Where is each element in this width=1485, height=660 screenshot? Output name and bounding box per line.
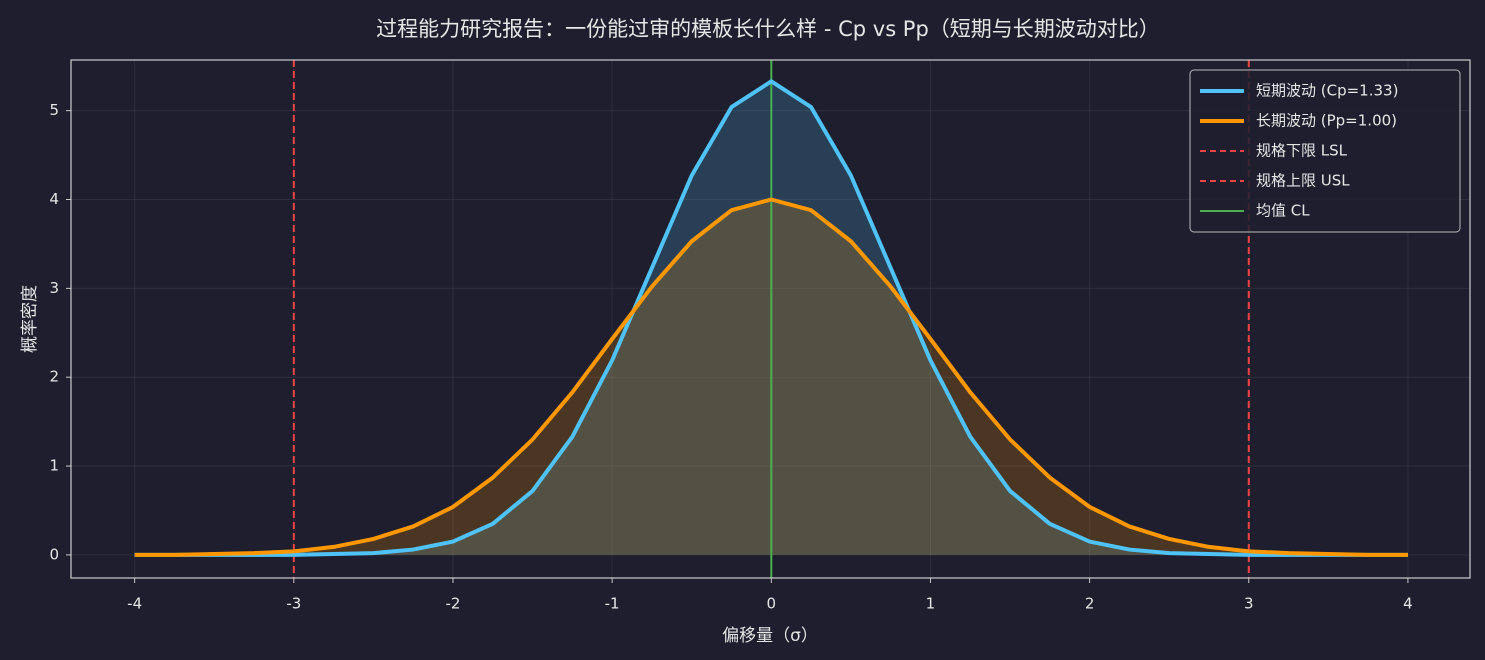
x-tick-label: -4 <box>127 595 142 613</box>
x-tick-label: 2 <box>1085 595 1095 613</box>
legend-label: 均值 CL <box>1256 202 1310 220</box>
x-tick-label: -2 <box>445 595 460 613</box>
y-tick-label: 2 <box>49 368 59 386</box>
y-tick-label: 0 <box>49 545 59 563</box>
x-tick-label: 3 <box>1244 595 1254 613</box>
x-tick-label: 1 <box>926 595 936 613</box>
x-tick-label: -1 <box>605 595 620 613</box>
x-tick-label: 4 <box>1403 595 1413 613</box>
y-axis-label: 概率密度 <box>20 285 40 353</box>
legend-label: 规格下限 LSL <box>1256 142 1348 160</box>
y-tick-label: 5 <box>49 101 59 119</box>
x-tick-label: -3 <box>286 595 301 613</box>
legend-box <box>1189 69 1461 233</box>
legend-label: 规格上限 USL <box>1256 172 1350 190</box>
legend-label: 短期波动 (Cp=1.33) <box>1256 82 1398 100</box>
legend-label: 长期波动 (Pp=1.00) <box>1256 112 1397 130</box>
y-tick-label: 4 <box>49 190 59 208</box>
plot-frame <box>70 59 1471 579</box>
x-axis-label: 偏移量（σ） <box>722 626 818 646</box>
y-tick-label: 3 <box>49 279 59 297</box>
chart-title: 过程能力研究报告：一份能过审的模板长什么样 - Cp vs Pp（短期与长期波动… <box>376 17 1160 41</box>
series-line <box>134 79 1408 557</box>
series-line <box>134 197 1408 557</box>
x-tick-label: 0 <box>767 595 777 613</box>
y-tick-label: 1 <box>49 457 59 475</box>
